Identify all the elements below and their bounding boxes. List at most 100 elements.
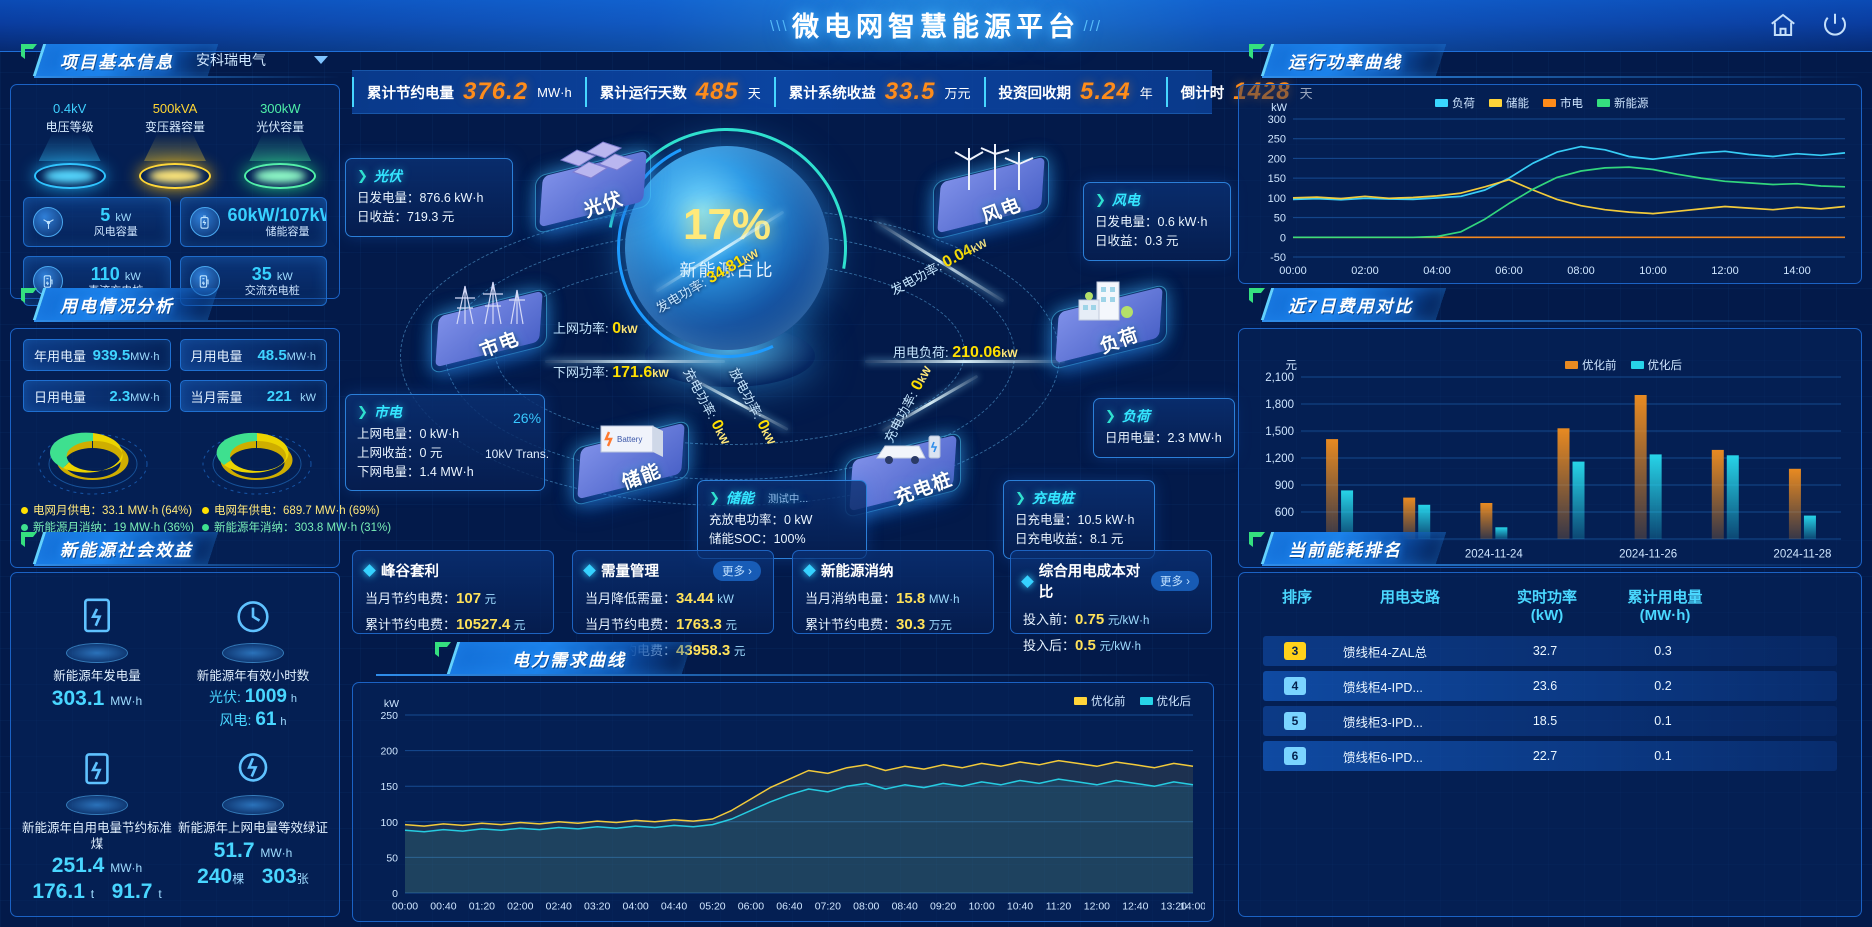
node-storage[interactable]: Battery 储能 (573, 410, 689, 507)
social-green-cert: 新能源年上网电量等效绿证 51.7 MW·h 240棵 303张 (177, 739, 329, 888)
cell-energy: 0.2 (1654, 679, 1672, 693)
social-pedestal (222, 643, 284, 663)
svg-text:11:20: 11:20 (1046, 901, 1072, 913)
svg-text:900: 900 (1275, 480, 1294, 492)
chart-legend: 负荷 储能 市电 新能源 (1435, 95, 1649, 111)
more-button[interactable]: 更多 › (712, 560, 761, 581)
usage-grid: 年用电量 939.5MW·h 月用电量 48.5MW·h 日用电量 2.3MW·… (11, 329, 339, 416)
svg-text:00:40: 00:40 (430, 901, 456, 913)
grid-share-badge: 26% (513, 410, 542, 426)
capacity-value: 5 kW (100, 205, 132, 226)
panel-body: 年用电量 939.5MW·h 月用电量 48.5MW·h 日用电量 2.3MW·… (10, 328, 391, 568)
legend-label: 优化前 (1091, 696, 1126, 708)
usage-month: 月用电量 48.5MW·h (179, 339, 327, 371)
kpi-unit: MW·h (537, 84, 572, 100)
donut-yearly (197, 422, 317, 500)
svg-text:14:00: 14:00 (1180, 901, 1205, 913)
info-box-grid: ❯ 市电 上网电量：0 kW·h 上网收益：0 元 下网电量：1.4 MW·h (345, 394, 545, 492)
power-icon[interactable] (1820, 10, 1850, 40)
gauge-value: 500kVA (152, 101, 198, 116)
svg-text:14:00: 14:00 (1783, 265, 1811, 277)
svg-text:0: 0 (1280, 232, 1286, 244)
panel-title: 当前能耗排名 (1288, 541, 1402, 560)
panel-usage-analysis: 用电情况分析 年用电量 939.5MW·h 月用电量 48.5MW·h 日用电量… (10, 288, 391, 568)
green-cert-icon (177, 739, 329, 801)
legend-item[interactable]: 优化后 (1630, 357, 1682, 373)
table-row[interactable]: 3 馈线柜4-ZAL总 32.7 0.3 (1263, 636, 1837, 666)
panel-title: 新能源社会效益 (60, 541, 193, 560)
node-wind[interactable]: 风电 (933, 144, 1049, 241)
project-selector[interactable]: 安科瑞电气 (196, 50, 328, 70)
table-row[interactable]: 4 馈线柜4-IPD... 23.6 0.2 (1263, 671, 1837, 701)
node-grid[interactable]: 市电 (431, 278, 547, 375)
social-value: 303.1 MW·h (51, 686, 143, 710)
corner-mark-icon (435, 642, 451, 657)
panel-power-curve: 运行功率曲线 负荷 储能 市电 新能源 kW -50 0 50 100 150 200 250 300… (1238, 44, 1862, 284)
home-icon[interactable] (1768, 10, 1798, 40)
gauge-value: 300kW (260, 101, 301, 116)
legend-item[interactable]: 优化前 (1074, 693, 1126, 709)
gauge-label: 电压等级 (45, 120, 94, 135)
card-header: 新能源消纳 (803, 560, 981, 581)
legend-item[interactable]: 优化前 (1565, 357, 1617, 373)
card-row: 当月消纳电量：15.8 MW·h (805, 590, 960, 607)
wind-turbine-icon (33, 207, 63, 238)
info-box-ev-charger: ❯ 充电桩 日充电量：10.5 kW·h 日充电收益：8.1 元 (1003, 480, 1155, 559)
svg-text:12:00: 12:00 (1084, 901, 1110, 913)
title-slash-left: \\\ (770, 18, 789, 35)
chevron-down-icon[interactable] (314, 56, 328, 64)
flow-line-grid (545, 360, 725, 363)
svg-text:600: 600 (1275, 507, 1294, 519)
gauge-beam (20, 133, 120, 163)
card-cost-comparison: 综合用电成本对比 更多 › 投入前：0.75 元/kW·h 投入后：0.5 元/… (1010, 550, 1212, 654)
column-header-rank: 排序 (1281, 589, 1312, 606)
legend-dot (21, 506, 28, 514)
legend-swatch (1139, 697, 1153, 705)
kpi-unit: 年 (1139, 85, 1153, 101)
legend-item: 新能源月消纳：19 MW·h (36%) (21, 519, 194, 535)
panel-header: 新能源社会效益 (10, 532, 340, 568)
energy-flow-diagram: 17% 新能源占比 发电功率: 34.81kW 上网功率: 0kW 下网功率: … (345, 80, 1235, 559)
arrow-right-icon: ❯ (709, 490, 720, 505)
legend-swatch (1435, 99, 1448, 107)
svg-text:07:20: 07:20 (815, 901, 841, 913)
header-actions (1768, 10, 1850, 40)
corner-mark-icon (1249, 44, 1265, 59)
panel-header: 当前能耗排名 (1238, 532, 1862, 568)
usage-label: 当月需量 (190, 389, 243, 405)
node-ev-charger[interactable]: 充电桩 (845, 422, 961, 519)
legend-label: 优化后 (1156, 696, 1192, 708)
capacity-label: 风电容量 (93, 226, 138, 239)
svg-text:09:20: 09:20 (930, 901, 956, 913)
panel-header: 运行功率曲线 (1238, 44, 1862, 80)
gauge-voltage: 0.4kV 电压等级 (20, 93, 120, 190)
ranking-table-header: 排序 用电支路 实时功率 (kW) 累计用电量 (MW·h) (1249, 579, 1851, 631)
rank-badge: 3 (1284, 642, 1306, 660)
legend-item[interactable]: 储能 (1489, 95, 1529, 111)
panel-header-line (1262, 320, 1862, 322)
more-button[interactable]: 更多 › (1150, 571, 1199, 591)
legend-item[interactable]: 优化后 (1139, 693, 1192, 709)
project-selector-value: 安科瑞电气 (196, 52, 266, 68)
demand-chart-svg: kW 0 50 100 150 200 250 00:00 00:40 01:20 02:00 02:… (380, 698, 1205, 913)
svg-text:04:00: 04:00 (1423, 265, 1451, 277)
social-value: 251.4 MW·h (51, 854, 143, 878)
node-load[interactable]: 负荷 (1051, 274, 1167, 371)
legend-item[interactable]: 负荷 (1435, 95, 1475, 111)
table-row[interactable]: 5 馈线柜3-IPD... 18.5 0.1 (1263, 706, 1837, 736)
social-pedestal (66, 795, 128, 815)
battery-container-icon: Battery (600, 425, 663, 457)
chart-legend: 优化前 优化后 (1565, 357, 1682, 373)
arrow-right-icon: ❯ (357, 168, 368, 183)
svg-text:03:20: 03:20 (584, 901, 610, 913)
panel-body: 新能源年发电量 303.1 MW·h 新能源年有效小时数 光伏: 1009 h … (10, 572, 340, 917)
cell-energy: 0.1 (1654, 714, 1672, 728)
table-row[interactable]: 6 馈线柜6-IPD... 22.7 0.1 (1263, 741, 1837, 771)
panel-body: 0.4kV 电压等级 500kVA 变压器容量 300kW 光伏容量 (10, 84, 340, 307)
kpi-label: 投资回收期 (998, 85, 1072, 102)
card-new-energy-consumption: 新能源消纳 当月消纳电量：15.8 MW·h 累计节约电费：30.3 万元 (792, 550, 994, 634)
card-title: 新能源消纳 (803, 560, 894, 581)
legend-item[interactable]: 新能源 (1597, 95, 1649, 111)
node-pv[interactable]: 光伏 (535, 138, 651, 235)
legend-item[interactable]: 市电 (1543, 95, 1583, 111)
